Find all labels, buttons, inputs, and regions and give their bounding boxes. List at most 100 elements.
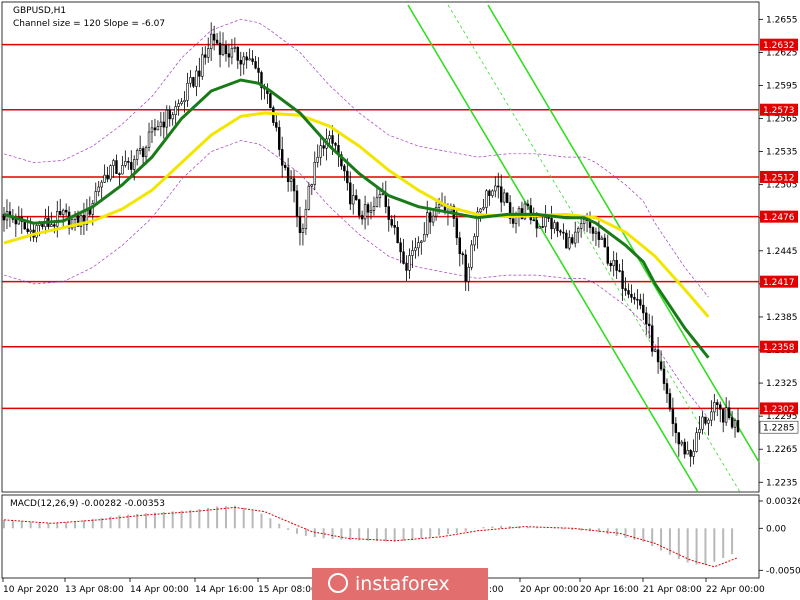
candle-body — [547, 217, 550, 219]
candle-body — [133, 159, 136, 170]
candle-body — [233, 46, 237, 49]
candle-body — [434, 206, 438, 217]
candle-body — [61, 209, 65, 215]
candle-body — [639, 299, 642, 306]
candle-body — [582, 219, 586, 224]
price-tick-label: 1.2265 — [766, 445, 798, 455]
candle-body — [689, 450, 692, 457]
candle-body — [508, 202, 512, 220]
candle-body — [494, 185, 497, 192]
price-tick-label: 1.2655 — [766, 15, 798, 25]
candle-body — [591, 227, 595, 234]
candle-body — [115, 160, 118, 174]
candle-body — [727, 407, 731, 418]
candle-body — [310, 184, 314, 187]
candle-body — [153, 127, 157, 131]
price-tick-label: 1.2625 — [766, 48, 798, 58]
candle-body — [94, 191, 97, 204]
candle-body — [349, 182, 352, 205]
candle-body — [485, 190, 488, 208]
candle-body — [692, 451, 695, 457]
candle-body — [390, 219, 393, 226]
candle-body — [405, 263, 408, 271]
candle-body — [428, 212, 432, 223]
candle-body — [576, 228, 580, 233]
candle-body — [64, 209, 68, 213]
candle-body — [254, 61, 257, 69]
symbol-label: GBPUSD,H1 — [13, 6, 66, 16]
candle-body — [618, 270, 621, 272]
candle-body — [70, 219, 74, 229]
candle-body — [387, 206, 390, 220]
candle-body — [600, 237, 604, 240]
candle-body — [298, 216, 302, 234]
candle-body — [144, 146, 148, 157]
candle-body — [683, 441, 686, 455]
level-label-text: 1.2512 — [763, 173, 795, 183]
candle-body — [455, 218, 459, 239]
candle-body — [283, 164, 287, 168]
candle-body — [467, 266, 470, 282]
candle-body — [719, 404, 722, 410]
candle-body — [656, 349, 660, 363]
candle-body — [260, 72, 263, 89]
candle-body — [721, 408, 725, 423]
candle-body — [647, 323, 651, 327]
candle-body — [112, 160, 115, 166]
level-label-text: 1.2417 — [763, 278, 795, 288]
candle-body — [710, 411, 713, 421]
candle-body — [541, 226, 544, 228]
time-tick-label: 22 Apr 00:00 — [706, 585, 765, 595]
regression-channel — [407, 4, 760, 493]
candle-body — [473, 236, 476, 246]
candle-body — [562, 231, 565, 234]
candle-body — [659, 361, 663, 370]
slow-moving-average — [3, 111, 710, 318]
candle-body — [408, 255, 411, 271]
candle-body — [606, 246, 609, 264]
channel-lower-line — [407, 4, 699, 493]
watermark-text: instaforex — [355, 573, 450, 595]
candle-body — [272, 107, 275, 123]
candle-body — [553, 222, 556, 230]
candle-body — [313, 161, 316, 185]
candle-body — [156, 126, 160, 131]
time-tick-label: 10 Apr 2020 — [3, 585, 59, 595]
candle-body — [147, 131, 151, 148]
time-tick-label: 13 Apr 08:00 — [65, 585, 124, 595]
lower-band — [3, 140, 709, 419]
candle-body — [500, 186, 503, 203]
price-tick-label: 1.2565 — [766, 115, 798, 125]
candle-body — [29, 229, 32, 232]
candle-body — [476, 211, 479, 237]
watermark-box — [312, 568, 488, 600]
candle-body — [334, 143, 337, 146]
candle-body — [633, 297, 636, 300]
candle-body — [645, 312, 648, 325]
candlesticks — [2, 22, 740, 467]
candle-body — [529, 205, 533, 221]
candle-body — [393, 224, 396, 228]
candle-body — [556, 222, 559, 232]
candle-body — [550, 217, 553, 230]
candle-body — [609, 263, 612, 266]
candle-body — [121, 165, 124, 175]
moving-averages — [3, 78, 710, 359]
support-resistance-levels — [2, 43, 759, 410]
level-labels: 1.2632 1.2573 1.2512 1.2476 1.2417 1.2358 1.23… — [759, 38, 799, 434]
candle-body — [280, 149, 284, 166]
channel-label: Channel size = 120 Slope = -6.07 — [13, 19, 165, 29]
candle-body — [423, 234, 426, 242]
candle-body — [138, 148, 142, 151]
candle-body — [724, 407, 728, 423]
candle-body — [207, 48, 210, 58]
candle-body — [50, 224, 53, 227]
candle-body — [642, 304, 645, 314]
candle-body — [215, 39, 219, 44]
candle-body — [91, 203, 95, 215]
candle-body — [278, 127, 281, 150]
candle-body — [603, 237, 607, 248]
candle-body — [124, 161, 127, 166]
candle-body — [470, 244, 473, 268]
price-tick-label: 1.2505 — [766, 181, 798, 191]
